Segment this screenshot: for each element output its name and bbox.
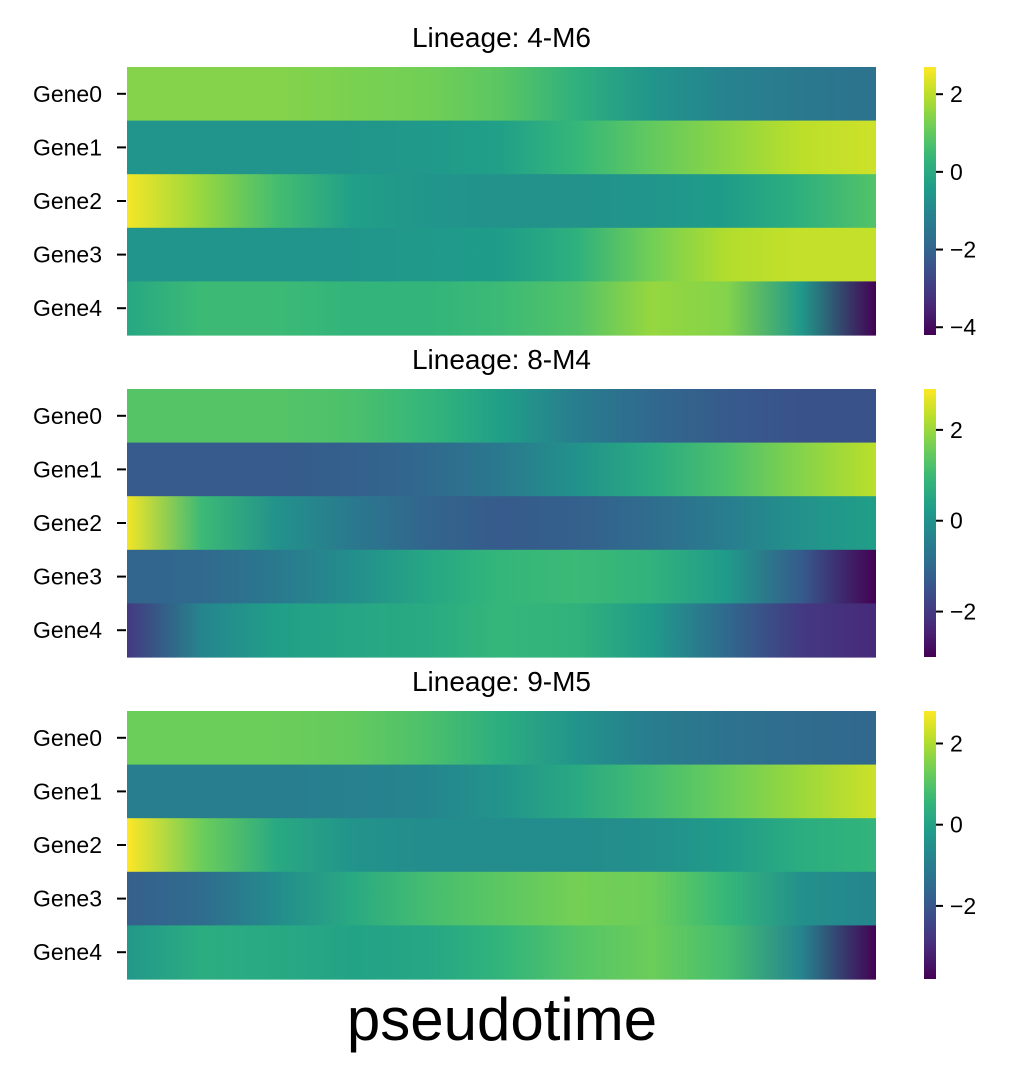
colorbar-tick-label: 0 — [950, 812, 963, 838]
heatmap-row — [127, 120, 876, 175]
gene-label: Gene0 — [33, 81, 102, 107]
gene-label: Gene3 — [33, 242, 102, 268]
colorbar-tick-label: −4 — [950, 314, 976, 340]
heatmap-row — [127, 389, 876, 444]
gene-label: Gene1 — [33, 134, 102, 160]
heatmap-panel: Lineage: 4-M6 Gene0 Gene1 Gene2 Gene3 Gene4 2 0… — [33, 22, 976, 340]
panel-title: Lineage: 9-M5 — [412, 666, 591, 697]
heatmap-row — [127, 925, 876, 980]
heatmap-row — [127, 764, 876, 819]
heatmap-row — [127, 496, 876, 551]
colorbar — [924, 389, 936, 657]
x-axis-label: pseudotime — [347, 986, 657, 1053]
colorbar-tick-label: −2 — [950, 599, 976, 625]
heatmap-row — [127, 442, 876, 497]
panel-title: Lineage: 4-M6 — [412, 22, 591, 53]
heatmap-row — [127, 227, 876, 282]
gene-label: Gene0 — [33, 403, 102, 429]
colorbar — [924, 67, 936, 335]
heatmap-panels: Lineage: 4-M6 Gene0 Gene1 Gene2 Gene3 Gene4 2 0… — [33, 22, 976, 980]
gene-label: Gene2 — [33, 510, 102, 536]
gene-label: Gene2 — [33, 832, 102, 858]
gene-label: Gene1 — [33, 456, 102, 482]
heatmap-row — [127, 603, 876, 658]
heatmap-row — [127, 67, 876, 122]
gene-label: Gene1 — [33, 778, 102, 804]
colorbar-tick-label: −2 — [950, 893, 976, 919]
heatmap-row — [127, 871, 876, 926]
colorbar-tick-label: 2 — [950, 730, 963, 756]
heatmap-row — [127, 711, 876, 766]
heatmap-row — [127, 174, 876, 229]
colorbar-tick-label: 0 — [950, 159, 963, 185]
gene-label: Gene3 — [33, 564, 102, 590]
gene-label: Gene3 — [33, 886, 102, 912]
colorbar-tick-label: 2 — [950, 81, 963, 107]
colorbar-tick-label: 2 — [950, 417, 963, 443]
heatmap-row — [127, 818, 876, 873]
gene-label: Gene4 — [33, 617, 102, 643]
heatmap-panel: Lineage: 8-M4 Gene0 Gene1 Gene2 Gene3 Gene4 2 0… — [33, 344, 976, 658]
heatmap-panel: Lineage: 9-M5 Gene0 Gene1 Gene2 Gene3 Gene4 2 0… — [33, 666, 976, 980]
heatmap-row — [127, 281, 876, 336]
colorbar — [924, 711, 936, 979]
gene-label: Gene4 — [33, 939, 102, 965]
panel-title: Lineage: 8-M4 — [412, 344, 591, 375]
colorbar-tick-label: −2 — [950, 237, 976, 263]
gene-label: Gene0 — [33, 725, 102, 751]
colorbar-tick-label: 0 — [950, 508, 963, 534]
heatmap-row — [127, 549, 876, 604]
gene-label: Gene4 — [33, 295, 102, 321]
gene-label: Gene2 — [33, 188, 102, 214]
